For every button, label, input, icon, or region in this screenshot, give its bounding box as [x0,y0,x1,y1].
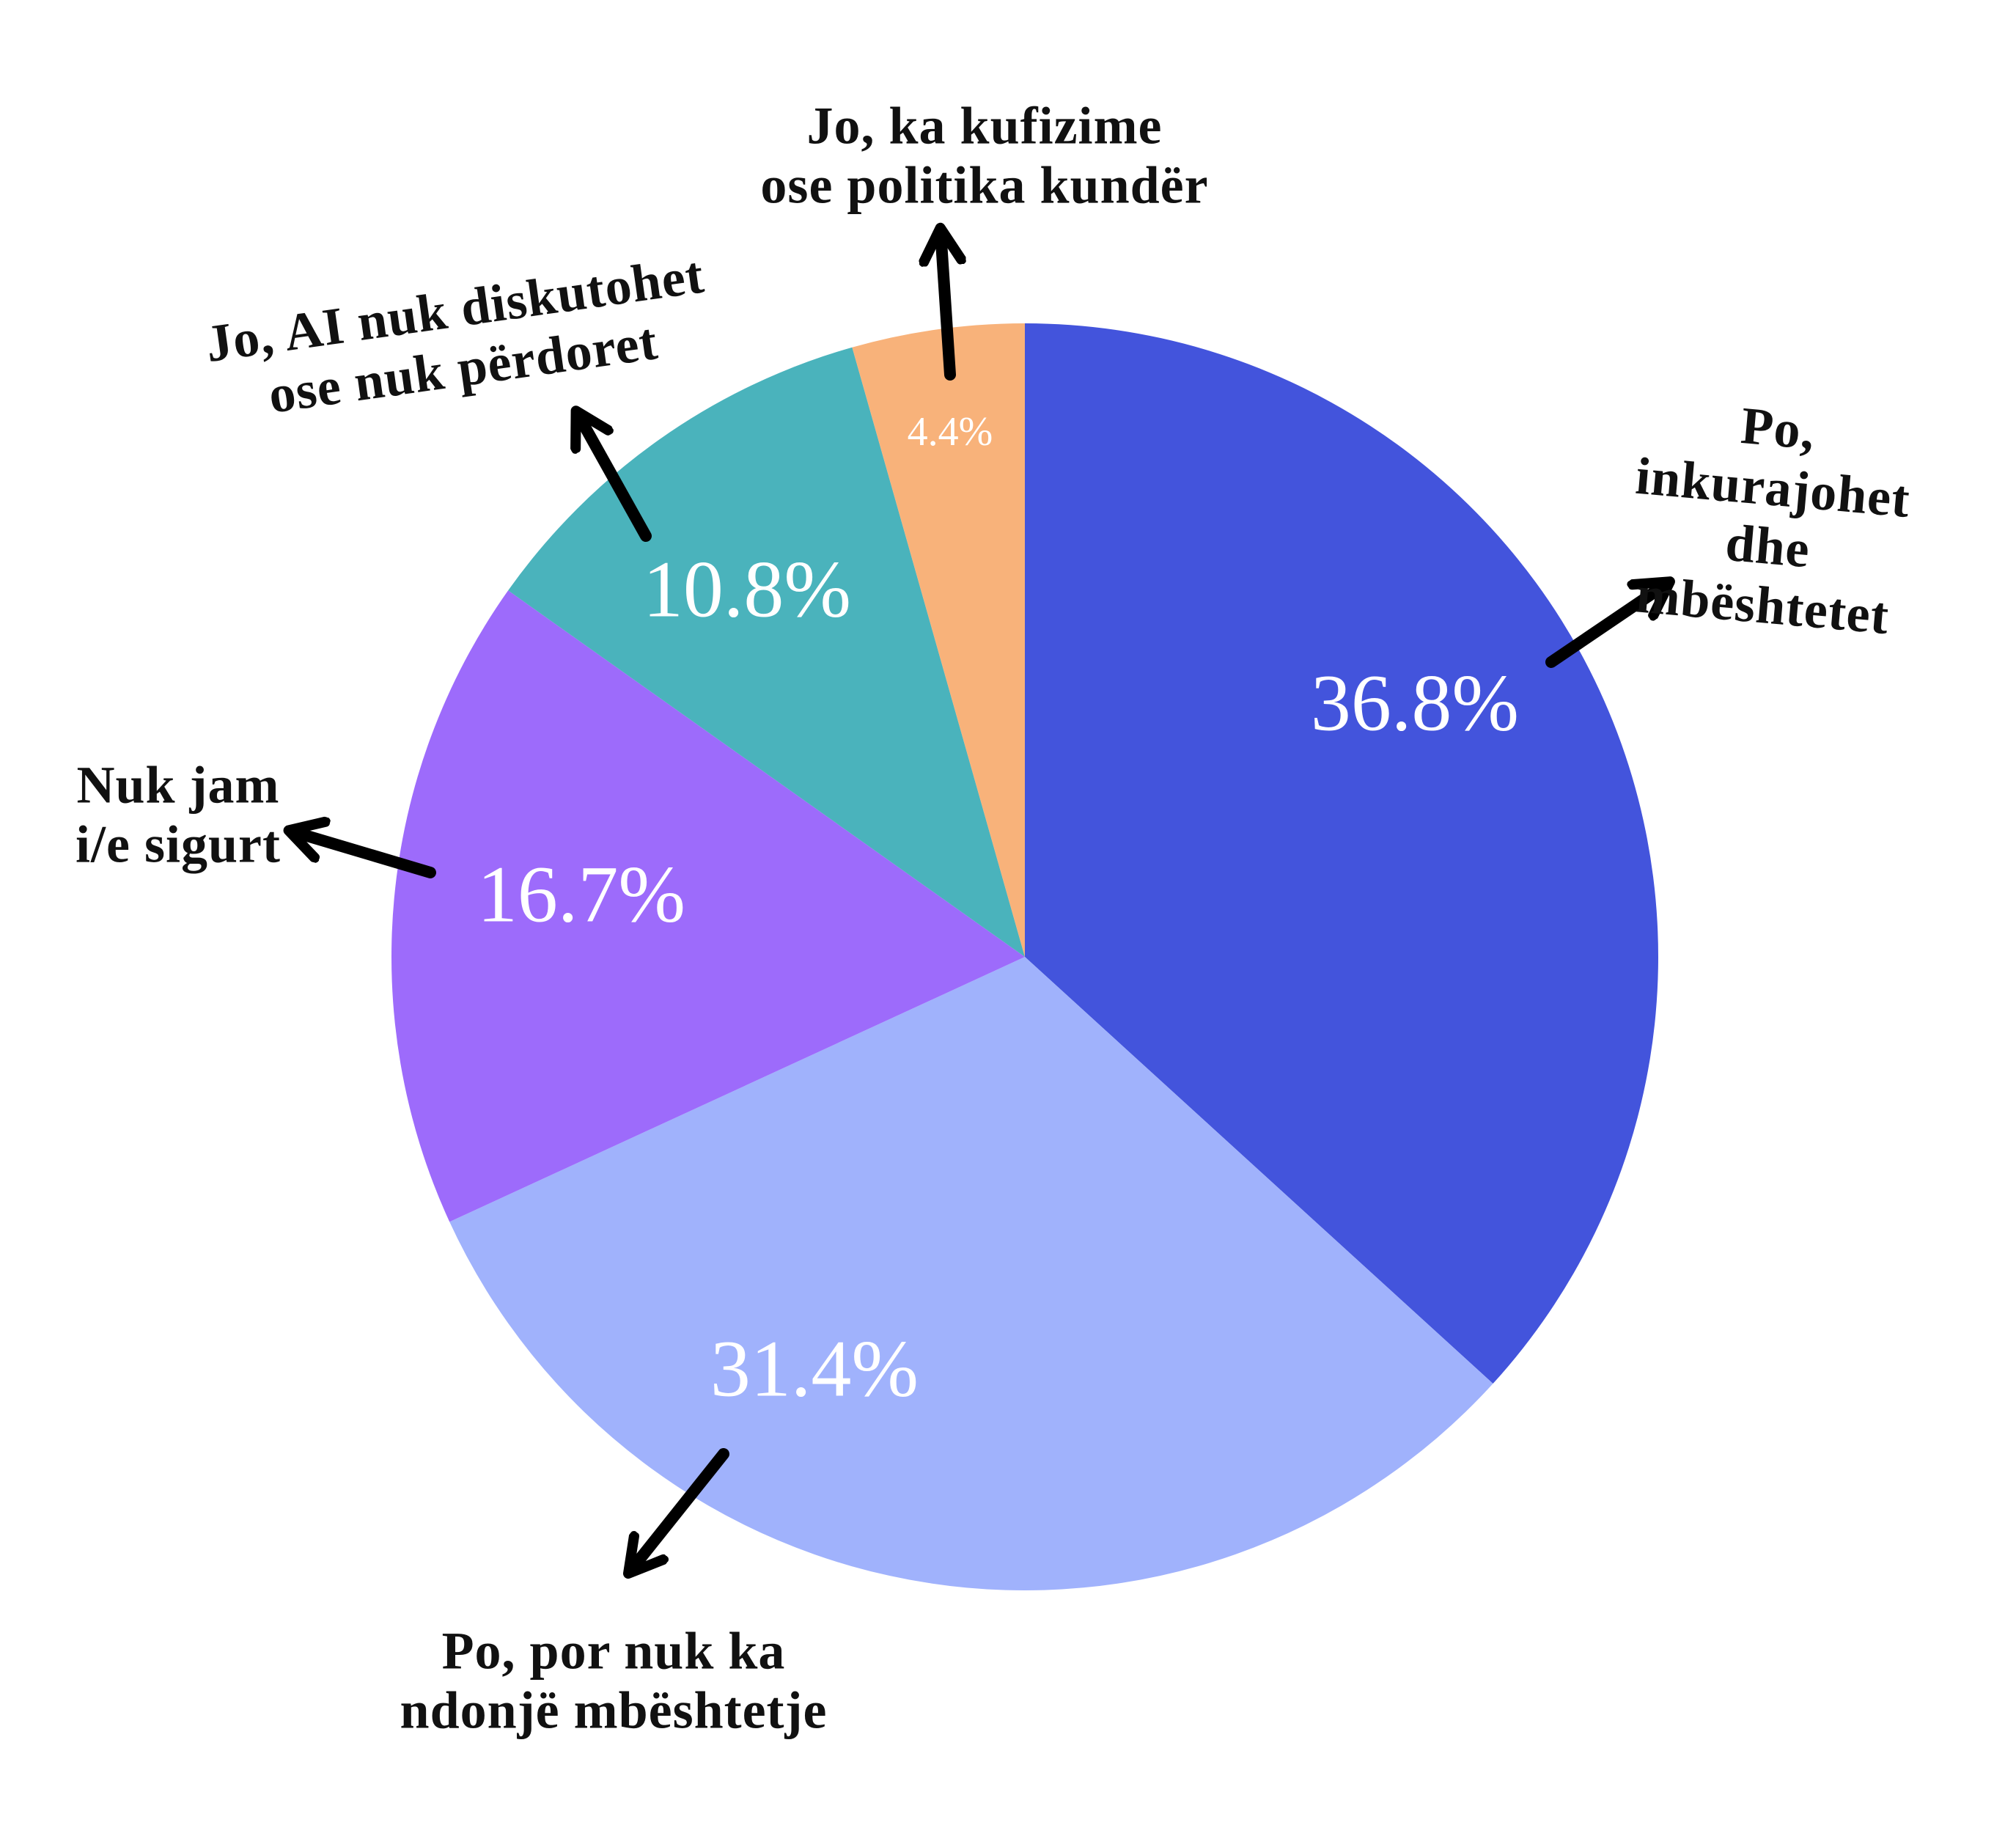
value-label: 16.7% [477,849,685,939]
value-label: 10.8% [643,544,851,634]
category-label: Po, inkurajohet dhe mbështetet [1633,395,1913,646]
arrow [583,423,652,542]
pie-slice [852,323,1025,957]
pie-slice [1025,323,1658,1384]
value-label: 36.8% [1311,658,1519,747]
value-label: 4.4% [908,409,993,455]
arrow [1545,590,1658,668]
pie-slice [391,590,1025,1222]
category-label: Jo, ka kufizime ose politika kundër [760,96,1209,214]
category-label: Nuk jam i/e sigurt [76,755,281,873]
pie-slice [449,957,1493,1591]
pie-slice [508,347,1025,957]
arrow [302,834,436,878]
slices [391,323,1658,1591]
arrow [637,1448,729,1563]
arrow [941,242,950,381]
arrows [302,242,1658,1563]
category-label: Po, por nuk ka ndonjë mbështetje [400,1621,828,1739]
value-label: 31.4% [710,1323,919,1413]
value-labels: 36.8% 31.4% 16.7% 10.8% 4.4% [477,409,1519,1413]
